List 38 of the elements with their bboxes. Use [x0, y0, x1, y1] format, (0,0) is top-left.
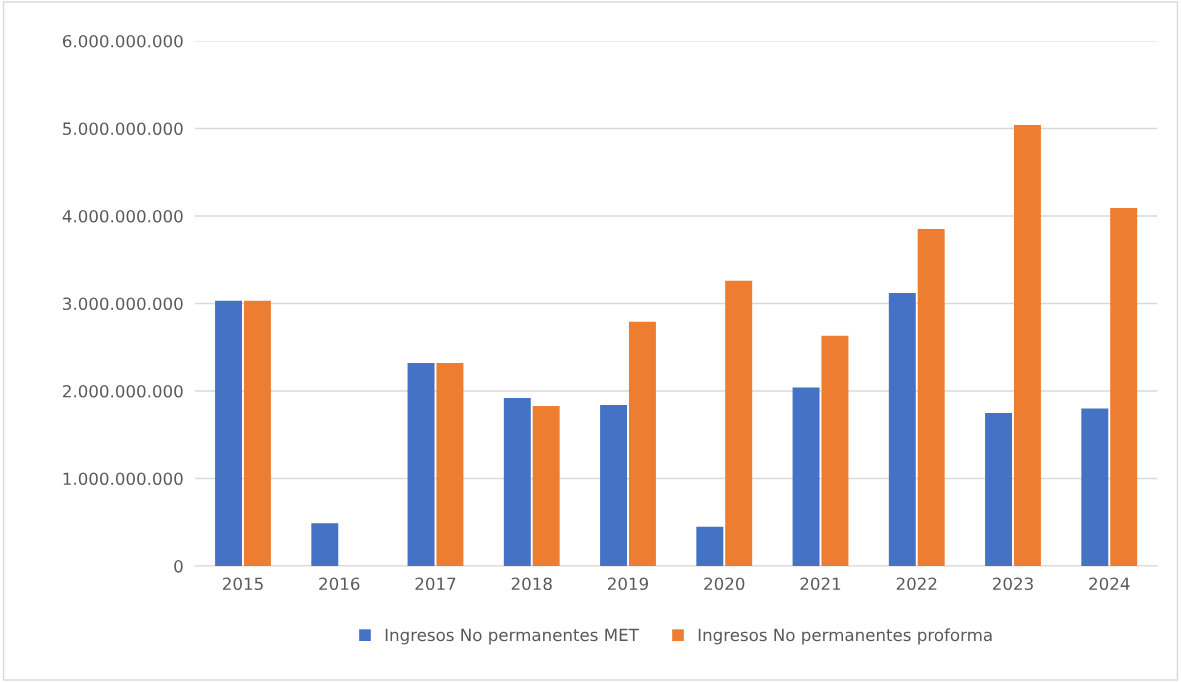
- bar: [311, 523, 339, 567]
- bar: [821, 335, 849, 567]
- bar: [243, 300, 271, 567]
- bar: [917, 229, 945, 567]
- bar: [600, 405, 628, 567]
- x-tick-label: 2019: [608, 577, 649, 591]
- bar: [1081, 408, 1109, 567]
- x-tick-label: 2024: [1089, 577, 1130, 591]
- bar: [215, 300, 243, 567]
- x-tick-label: 2022: [896, 577, 937, 591]
- bar: [696, 526, 724, 567]
- y-tick-label: 2.000.000.000: [63, 384, 183, 398]
- bar: [628, 321, 656, 567]
- bar: [503, 398, 531, 567]
- y-tick-label: 1.000.000.000: [63, 472, 183, 486]
- x-tick-label: 2023: [993, 577, 1033, 591]
- x-tick-label: 2017: [415, 577, 456, 591]
- bar: [792, 387, 820, 567]
- y-tick-label: 4.000.000.000: [62, 209, 183, 223]
- bar: [888, 292, 916, 567]
- x-tick-label: 2015: [223, 577, 263, 591]
- bar: [1013, 124, 1041, 567]
- x-tick-label: 2018: [511, 577, 552, 591]
- y-tick-label: 5.000.000.000: [63, 122, 183, 136]
- bar: [1110, 208, 1138, 567]
- y-tick-label: 0: [174, 560, 183, 573]
- y-tick-label: 6.000.000.000: [62, 34, 183, 48]
- y-tick-label: 3.000.000.000: [63, 297, 183, 311]
- bar: [725, 280, 753, 567]
- bar: [436, 363, 464, 567]
- bar: [407, 363, 435, 567]
- bar: [985, 412, 1013, 567]
- bar: [532, 405, 560, 567]
- legend-label: Ingresos No permanentes proforma: [698, 628, 992, 645]
- x-tick-label: 2020: [704, 577, 745, 591]
- legend-label: Ingresos No permanentes MET: [385, 628, 639, 645]
- x-tick-label: 2021: [800, 577, 841, 591]
- x-tick-label: 2016: [319, 577, 360, 591]
